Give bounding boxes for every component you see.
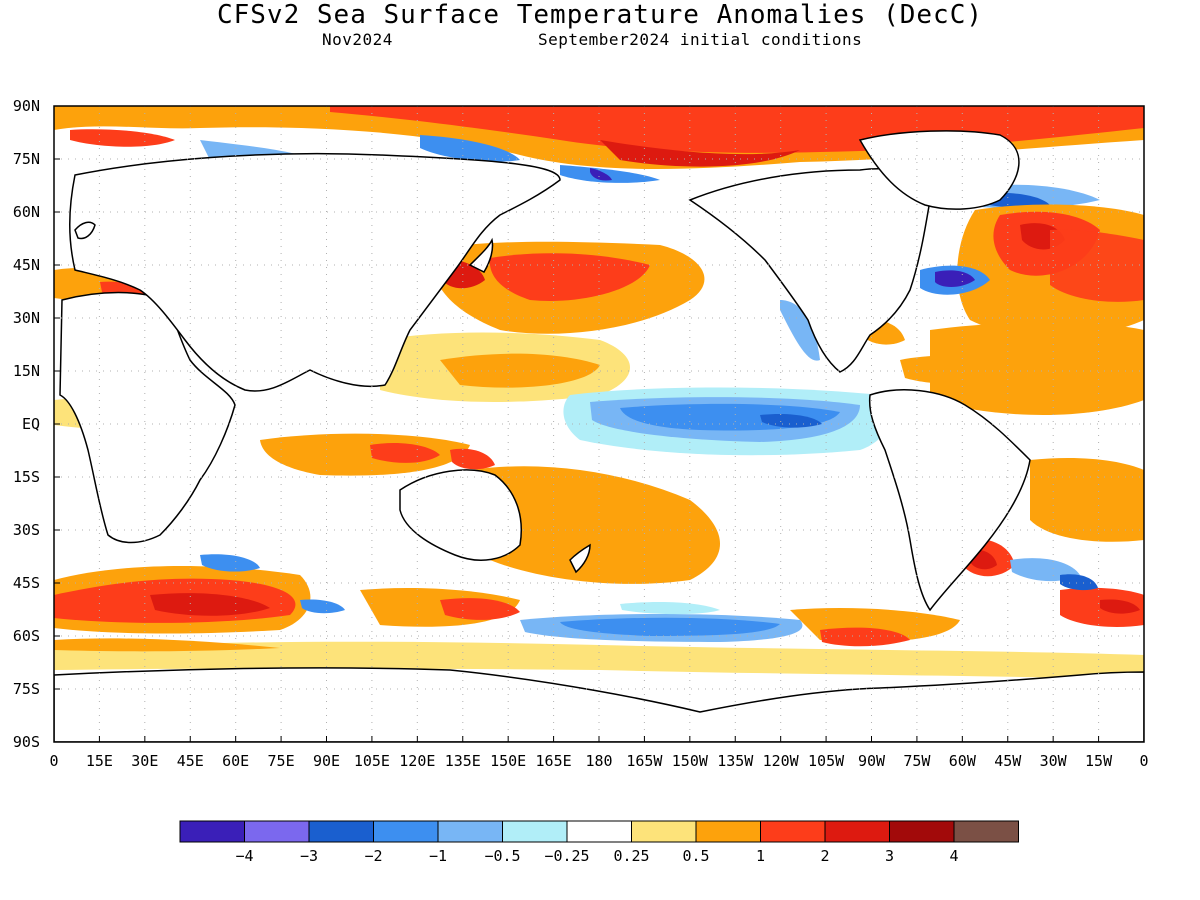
lon-label: 105W [808,752,845,770]
initial-conditions: September2024 initial conditions [538,30,863,49]
colorbar-swatch [373,820,439,843]
longitude-axis: 0 15E 30E 45E 60E 75E 90E 105E 120E 135E 150E 165E 1… [49,736,1149,770]
colorbar-label: 3 [885,847,894,865]
colorbar-label: 4 [949,847,958,865]
lat-label: 75S [13,680,40,698]
lon-label: 45W [994,752,1022,770]
colorbar-label: −0.5 [484,847,520,865]
colorbar-swatch [437,820,503,843]
colorbar-label: −0.25 [544,847,589,865]
colorbar-swatch [889,820,955,843]
colorbar-label: 2 [820,847,829,865]
lon-label: 90E [313,752,340,770]
colorbar-label: 1 [756,847,765,865]
colorbar-swatch [244,820,310,843]
colorbar-label: −2 [364,847,382,865]
lon-label: 150W [672,752,709,770]
colorbar-swatch [631,820,697,843]
colorbar-swatch [179,820,245,843]
colorbar-swatch [953,820,1019,843]
coastlines [54,130,1144,742]
colorbar-label: −3 [300,847,318,865]
lat-label: 60N [13,203,40,221]
lon-label: 150E [490,752,526,770]
lon-label: 165E [536,752,572,770]
lat-label: 75N [13,150,40,168]
lon-label: 60W [949,752,977,770]
new-zealand-outline [569,543,591,574]
lon-label: 0 [49,752,58,770]
lat-label: EQ [22,415,40,433]
colorbar-label: 0.25 [613,847,649,865]
lat-label: 90N [13,97,40,115]
graticule [54,106,1144,742]
lat-label: 30N [13,309,40,327]
lon-label: 45E [177,752,204,770]
lon-label: 75E [268,752,295,770]
antarctica-outline [54,667,1144,742]
lat-label: 90S [13,733,40,751]
colorbar-swatch [308,820,374,843]
colorbar-label: 0.5 [682,847,709,865]
lon-label: 105E [354,752,390,770]
colorbar-swatch [695,820,761,843]
forecast-month: Nov2024 [322,30,393,49]
greenland-outline [858,130,1020,210]
lat-label: 45N [13,256,40,274]
lon-label: 90W [858,752,886,770]
north-america-outline [688,168,931,373]
eurasia-outline [69,152,561,392]
lat-label: 15S [13,468,40,486]
lat-label: 60S [13,627,40,645]
lat-label: 15N [13,362,40,380]
map-title: CFSv2 Sea Surface Temperature Anomalies … [216,0,984,30]
lon-label: 120W [763,752,800,770]
lon-label: 120E [399,752,435,770]
colorbar-label: −1 [429,847,447,865]
uk-outline [74,221,96,240]
lon-label: 30W [1040,752,1068,770]
lon-label: 135E [445,752,481,770]
lon-label: 0 [1139,752,1148,770]
lat-label: 45S [13,574,40,592]
lon-label: 15W [1085,752,1113,770]
lon-label: 165W [626,752,663,770]
colorbar-swatch [502,820,568,843]
latitude-axis: 90N 75N 60N 45N 30N 15N EQ 15S 30S 45S 60S 75S 90S [13,97,60,751]
colorbar-swatch [760,820,826,843]
lon-label: 15E [86,752,113,770]
lat-label: 30S [13,521,40,539]
colorbar-label: −4 [235,847,253,865]
colorbar-swatch [566,820,632,843]
colorbar: −4 −3 −2 −1 −0.5 −0.25 0.25 0.5 1 2 3 4 [179,820,1019,865]
colorbar-swatch [824,820,890,843]
japan-outline [468,237,494,273]
lon-label: 135W [717,752,754,770]
lon-label: 30E [131,752,158,770]
south-america-outline [868,389,1031,612]
lon-label: 180 [585,752,612,770]
lon-label: 75W [903,752,931,770]
lon-label: 60E [222,752,249,770]
